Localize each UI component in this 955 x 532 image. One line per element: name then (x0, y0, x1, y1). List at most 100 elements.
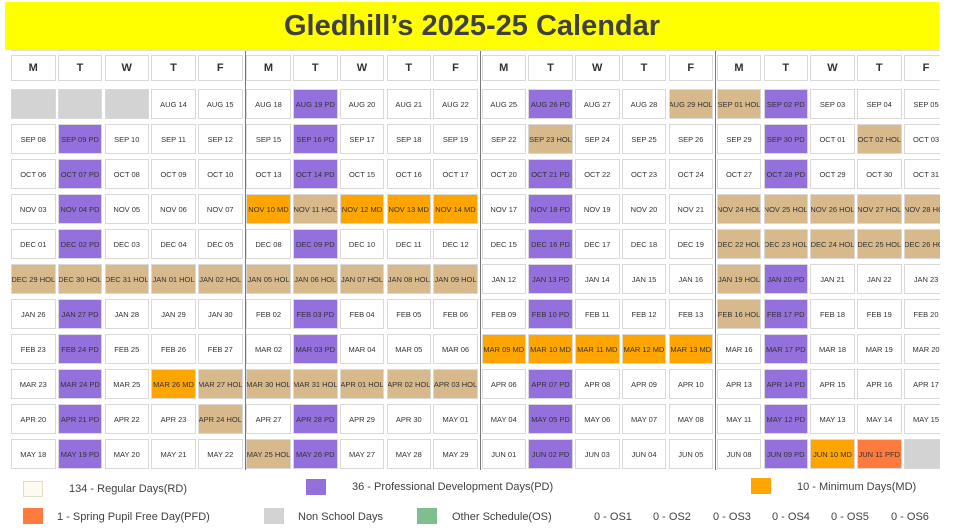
day-cell: SEP 01 HOL (716, 89, 762, 119)
day-cell: MAR 30 HOL (246, 369, 291, 399)
day-cell: NOV 27 HOL (857, 194, 902, 224)
legend-os1: 0 - OS1 (594, 511, 632, 523)
day-cell: OCT 24 (668, 159, 713, 189)
day-header: F (903, 55, 940, 81)
day-cell: JAN 19 HOL (716, 264, 762, 294)
day-header: T (621, 55, 667, 81)
legend-md-swatch (751, 478, 771, 494)
day-cell: DEC 02 PD (57, 229, 103, 259)
day-cell: APR 06 (481, 369, 526, 399)
day-cell: MAY 25 HOL (246, 439, 291, 469)
day-cell: JAN 20 PD (763, 264, 808, 294)
legend-pfd-swatch (23, 508, 43, 524)
day-cell: MAR 03 PD (293, 334, 338, 364)
block-separator (244, 51, 246, 470)
day-cell: APR 13 (716, 369, 762, 399)
day-cell: SEP 19 (433, 124, 478, 154)
day-cell: JAN 14 (575, 264, 620, 294)
legend-regular-label: 134 - Regular Days(RD) (69, 483, 187, 495)
day-cell: MAY 29 (433, 439, 478, 469)
day-header: F (668, 55, 713, 81)
day-cell: OCT 07 PD (57, 159, 103, 189)
day-cell: APR 15 (810, 369, 855, 399)
day-cell: JAN 26 (11, 299, 56, 329)
day-cell: JAN 27 PD (57, 299, 103, 329)
day-cell: OCT 27 (716, 159, 762, 189)
day-cell: FEB 04 (339, 299, 385, 329)
day-cell: DEC 25 HOL (857, 229, 902, 259)
day-cell: APR 07 PD (528, 369, 573, 399)
day-header: M (246, 55, 291, 81)
day-cell: JUN 03 (575, 439, 620, 469)
day-header: T (386, 55, 431, 81)
day-cell: FEB 10 PD (528, 299, 573, 329)
calendar-grid: M T W T F M T W T F M T W T F M T W T F AUG 14 AUG 15 AUG 18 AU… (11, 50, 940, 470)
day-cell: AUG 27 (575, 89, 620, 119)
day-cell: JAN 07 HOL (339, 264, 385, 294)
day-cell: NOV 10 MD (246, 194, 291, 224)
day-cell: JAN 30 (198, 299, 243, 329)
day-cell: MAR 02 (246, 334, 291, 364)
day-cell: DEC 11 (386, 229, 431, 259)
day-cell: DEC 04 (151, 229, 196, 259)
day-cell: SEP 05 (903, 89, 940, 119)
day-cell: AUG 29 HOL (668, 89, 713, 119)
day-cell: DEC 01 (11, 229, 56, 259)
day-cell: JUN 10 MD (810, 439, 855, 469)
day-cell: JAN 22 (857, 264, 902, 294)
day-cell: FEB 23 (11, 334, 56, 364)
day-cell: APR 02 HOL (386, 369, 431, 399)
day-cell: MAY 04 (481, 404, 526, 434)
day-cell: MAY 19 PD (57, 439, 103, 469)
day-cell: JAN 08 HOL (386, 264, 431, 294)
day-cell: OCT 15 (339, 159, 385, 189)
day-cell: JAN 09 HOL (433, 264, 478, 294)
day-cell: MAY 28 (386, 439, 431, 469)
day-header: T (763, 55, 808, 81)
day-cell: MAY 06 (575, 404, 620, 434)
legend-pd-swatch (306, 479, 326, 495)
day-cell: FEB 26 (151, 334, 196, 364)
day-cell: JAN 15 (621, 264, 667, 294)
legend-os-label: Other Schedule(OS) (452, 511, 552, 523)
day-cell: MAR 27 HOL (198, 369, 243, 399)
non-school-day-cell (11, 89, 56, 119)
day-cell: FEB 19 (857, 299, 902, 329)
day-cell: APR 29 (339, 404, 385, 434)
day-cell: APR 10 (668, 369, 713, 399)
day-header: T (857, 55, 902, 81)
day-cell: SEP 03 (810, 89, 855, 119)
day-cell: AUG 22 (433, 89, 478, 119)
day-cell: FEB 20 (903, 299, 940, 329)
day-cell: FEB 02 (246, 299, 291, 329)
day-cell: NOV 18 PD (528, 194, 573, 224)
day-cell: DEC 24 HOL (810, 229, 855, 259)
day-cell: OCT 31 (903, 159, 940, 189)
day-cell: MAY 01 (433, 404, 478, 434)
legend-os5: 0 - OS5 (831, 511, 869, 523)
day-header: M (11, 55, 56, 81)
day-header: T (528, 55, 573, 81)
day-cell: MAY 27 (339, 439, 385, 469)
day-cell: MAR 06 (433, 334, 478, 364)
day-cell: MAR 23 (11, 369, 56, 399)
day-cell: SEP 24 (575, 124, 620, 154)
day-cell: NOV 20 (621, 194, 667, 224)
day-cell: OCT 08 (104, 159, 149, 189)
day-cell: FEB 05 (386, 299, 431, 329)
day-cell: SEP 10 (104, 124, 149, 154)
day-cell: APR 16 (857, 369, 902, 399)
day-cell: SEP 29 (716, 124, 762, 154)
day-cell: OCT 29 (810, 159, 855, 189)
day-cell: DEC 29 HOL (11, 264, 56, 294)
day-cell: APR 08 (575, 369, 620, 399)
day-cell: JUN 09 PD (763, 439, 808, 469)
day-cell: MAY 05 PD (528, 404, 573, 434)
day-header: T (57, 55, 103, 81)
day-cell: JAN 12 (481, 264, 526, 294)
day-header: F (433, 55, 478, 81)
day-cell: NOV 25 HOL (763, 194, 808, 224)
day-cell: APR 22 (104, 404, 149, 434)
day-cell: DEC 12 (433, 229, 478, 259)
day-cell: JUN 02 PD (528, 439, 573, 469)
